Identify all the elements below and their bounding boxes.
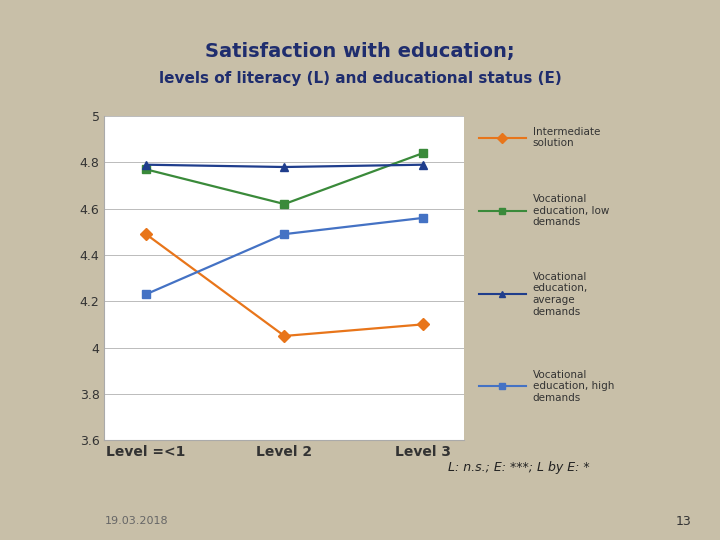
Text: levels of literacy (L) and educational status (E): levels of literacy (L) and educational s…	[158, 71, 562, 86]
Text: 19.03.2018: 19.03.2018	[104, 516, 168, 526]
Text: 13: 13	[675, 515, 691, 528]
Text: Vocational
education, high
demands: Vocational education, high demands	[533, 369, 614, 403]
Text: L: n.s.; E: ***; L by E: *: L: n.s.; E: ***; L by E: *	[448, 461, 589, 474]
Text: Vocational
education, low
demands: Vocational education, low demands	[533, 194, 609, 227]
Text: Vocational
education,
average
demands: Vocational education, average demands	[533, 272, 588, 316]
Text: Intermediate
solution: Intermediate solution	[533, 127, 600, 148]
Text: Satisfaction with education;: Satisfaction with education;	[205, 42, 515, 61]
